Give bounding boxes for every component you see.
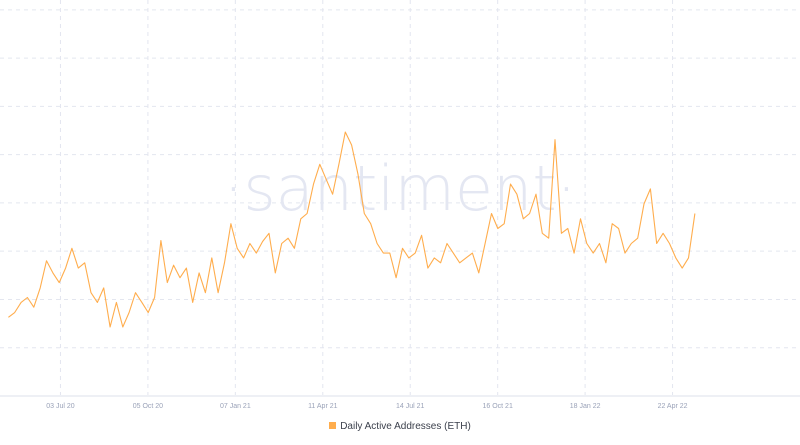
x-tick-label: 07 Jan 21 [220,403,251,410]
santiment-watermark: ·santiment· [224,152,577,225]
line-chart: ·santiment· 03 Jul 20 05 Oct 20 07 Jan 21 1… [0,0,800,410]
x-tick-label: 18 Jan 22 [570,403,601,410]
legend-label: Daily Active Addresses (ETH) [340,421,471,432]
x-tick-label: 03 Jul 20 [46,403,75,410]
grid [0,0,800,396]
x-tick-label: 11 Apr 21 [308,403,338,410]
x-tick-label: 22 Apr 22 [658,403,688,410]
legend[interactable]: Daily Active Addresses (ETH) [0,421,800,432]
x-axis-ticks: 03 Jul 20 05 Oct 20 07 Jan 21 11 Apr 21 14 J… [46,403,687,410]
legend-swatch [329,422,337,429]
x-tick-label: 14 Jul 21 [396,403,425,410]
series-line-daily-active-addresses [8,131,696,328]
x-tick-label: 05 Oct 20 [133,403,163,410]
x-tick-label: 16 Oct 21 [482,403,512,410]
